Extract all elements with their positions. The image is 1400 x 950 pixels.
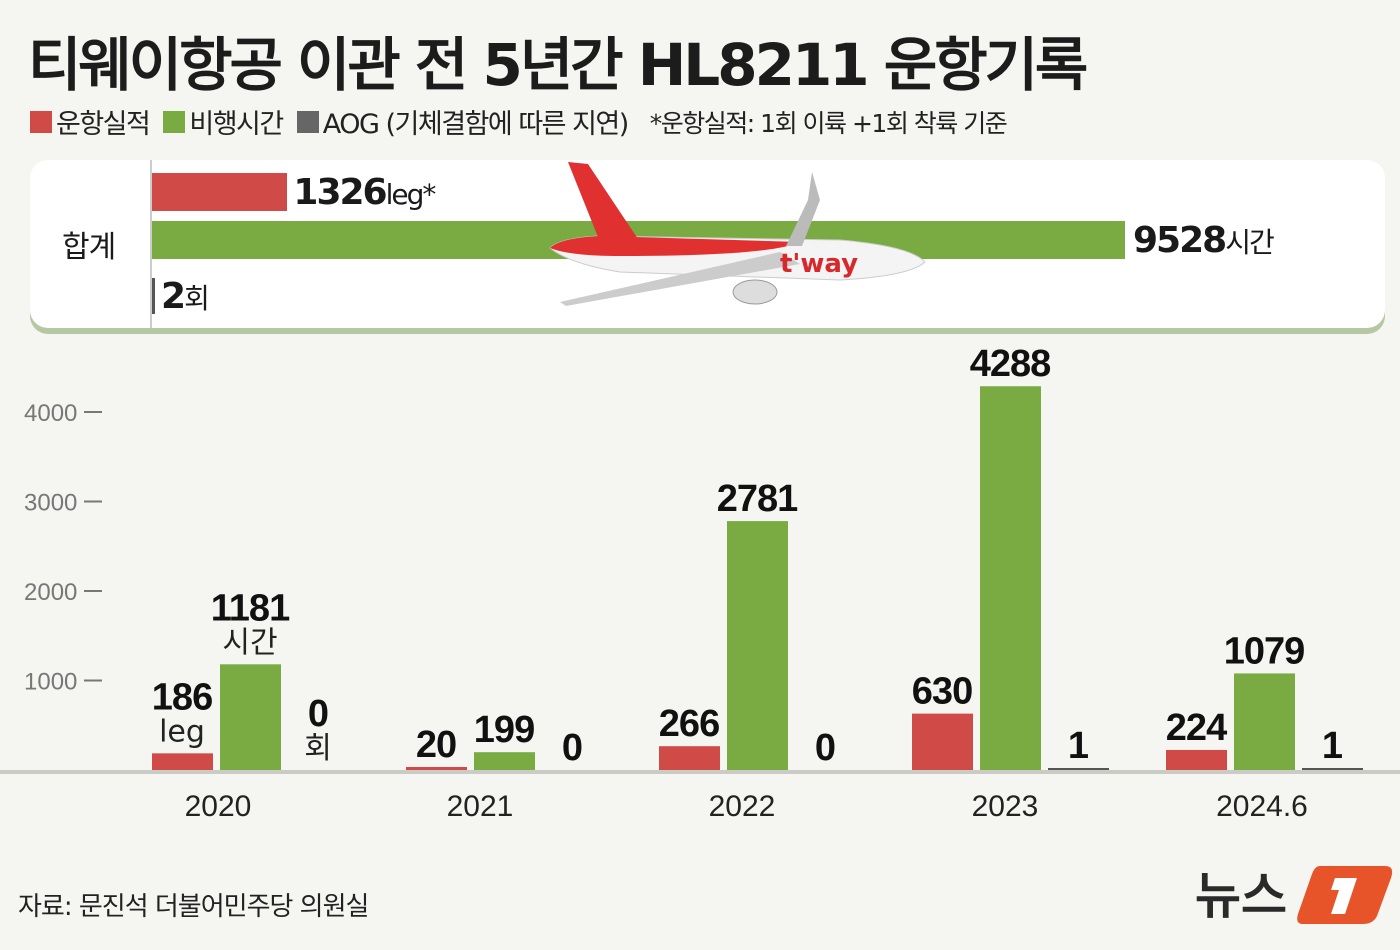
news1-logo: 뉴스: [1195, 866, 1393, 925]
summary-label: 합계: [62, 230, 116, 265]
summary-hours-label: 9528시간: [1133, 220, 1275, 261]
data-label: 1: [1322, 725, 1343, 767]
x-tick-label: 2021: [447, 790, 514, 823]
y-tick-label: 3000: [24, 490, 77, 517]
bar-hours: [220, 664, 281, 770]
data-label: 224: [1166, 707, 1227, 749]
legend-item-hours: 비행시간: [163, 102, 284, 141]
chart-title: 티웨이항공 이관 전 5년간 HL8211 운항기록: [28, 31, 1088, 99]
legend-swatch: [30, 110, 52, 133]
summary-flights-label: 1326leg*: [293, 172, 436, 213]
bar-aog: [1048, 768, 1109, 770]
unit-label: leg: [159, 714, 205, 749]
data-label: 1181: [211, 587, 290, 629]
legend-item-flights: 운항실적: [30, 102, 151, 141]
y-tick-mark: [84, 500, 102, 503]
bar-hours: [980, 386, 1041, 770]
x-tick-label: 2022: [709, 790, 776, 823]
y-tick-mark: [84, 590, 102, 592]
bar-flights: [1166, 749, 1227, 770]
bar-flights: [406, 767, 467, 770]
summary-divider: [150, 160, 152, 328]
y-tick-mark: [84, 679, 102, 682]
legend-item-aog: AOG (기체결함에 따른 지연): [296, 102, 629, 141]
y-tick-label: 4000: [24, 400, 77, 427]
bar-flights: [152, 753, 213, 770]
data-label: 0: [308, 693, 328, 735]
data-label: 266: [659, 703, 719, 745]
svg-text:뉴스: 뉴스: [1195, 867, 1287, 925]
bar-hours: [727, 521, 788, 770]
bar-flights: [659, 746, 720, 770]
x-tick-label: 2024.6: [1216, 790, 1308, 823]
data-label: 1079: [1224, 630, 1305, 672]
legend-swatch: [163, 110, 186, 133]
airplane-illustration: t'way: [549, 162, 926, 306]
source-note: 자료: 문진석 더불어민주당 의원실: [18, 892, 369, 922]
legend: 운항실적 비행시간 AOG (기체결함에 따른 지연) *운항실적: 1회 이륙…: [30, 102, 1008, 141]
x-tick-label: 2020: [185, 790, 252, 823]
data-label: 4288: [970, 343, 1051, 385]
legend-swatch: [296, 110, 319, 133]
data-label: 630: [912, 671, 972, 713]
bar-chart: 10002000300040002020186leg1181시간0회202120…: [0, 343, 1400, 823]
summary-aog-bar: [152, 278, 155, 314]
data-label: 199: [474, 709, 534, 751]
footnote: *운항실적: 1회 이륙 +1회 착륙 기준: [649, 108, 1008, 138]
baseline: [0, 770, 1400, 774]
unit-label: 시간: [222, 625, 277, 660]
x-tick-label: 2023: [972, 790, 1039, 823]
bar-aog: [1302, 768, 1363, 770]
data-label: 2781: [717, 478, 798, 520]
y-tick-mark: [84, 411, 102, 413]
data-label: 186: [152, 676, 212, 718]
data-label: 20: [416, 724, 456, 766]
data-label: 1: [1068, 725, 1089, 767]
data-label: 0: [562, 727, 582, 769]
data-label: 0: [815, 727, 835, 769]
bar-flights: [912, 713, 973, 770]
y-tick-label: 1000: [24, 669, 77, 696]
summary-flights-bar: [152, 173, 288, 211]
bar-hours: [474, 752, 535, 770]
bar-hours: [1234, 673, 1295, 770]
unit-label: 회: [304, 731, 332, 766]
summary-aog-label: 2회: [161, 276, 210, 317]
svg-text:t'way: t'way: [780, 249, 858, 279]
y-tick-label: 2000: [24, 579, 77, 606]
